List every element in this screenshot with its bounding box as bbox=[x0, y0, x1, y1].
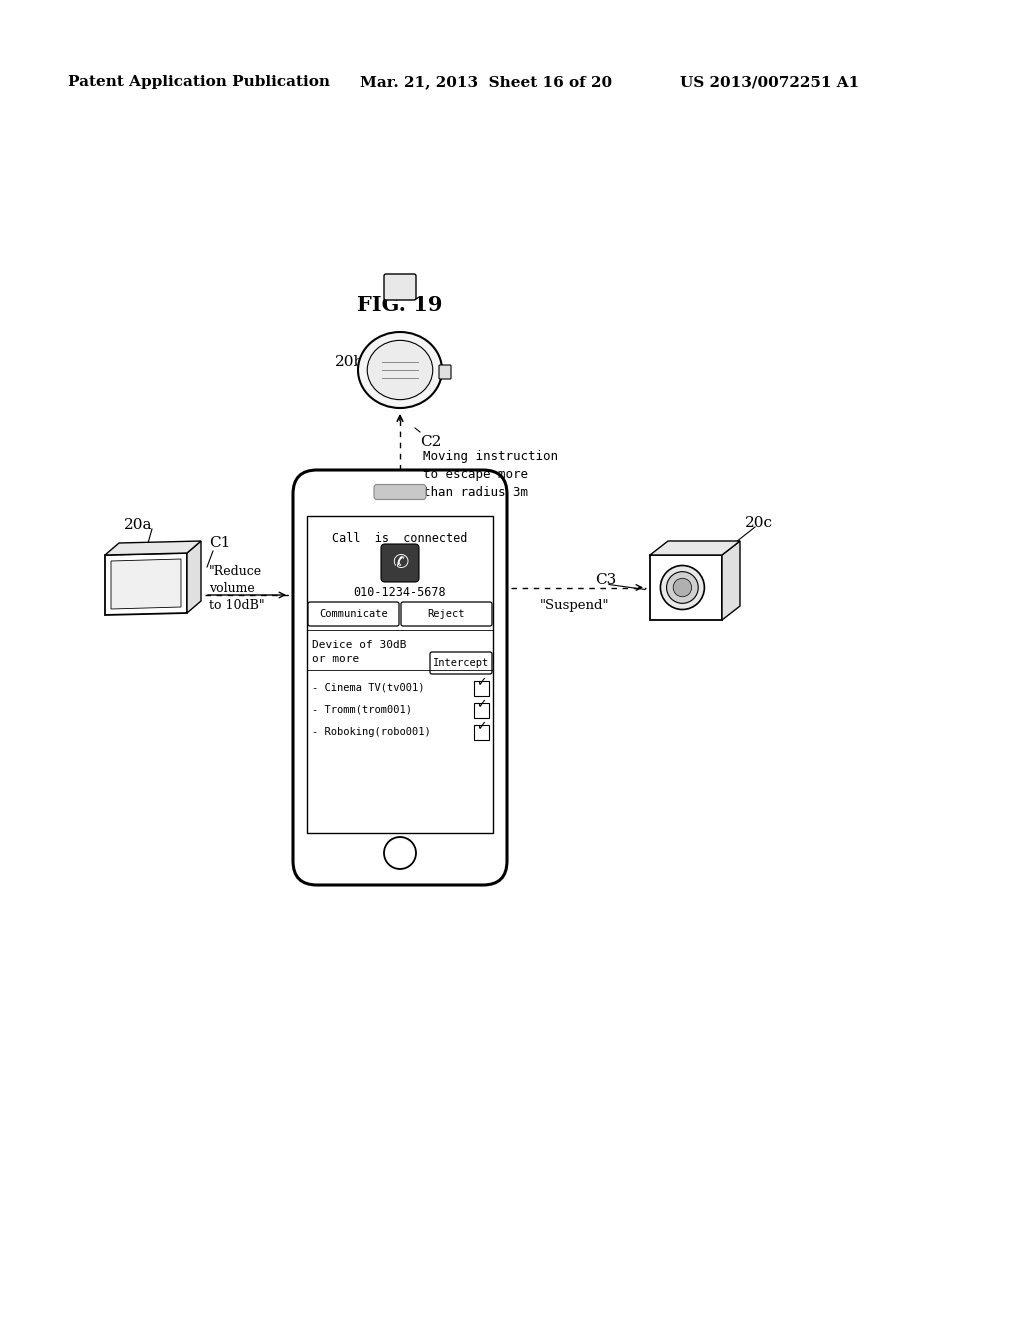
Text: Reject: Reject bbox=[428, 609, 465, 619]
Text: Patent Application Publication: Patent Application Publication bbox=[68, 75, 330, 88]
Text: US 2013/0072251 A1: US 2013/0072251 A1 bbox=[680, 75, 859, 88]
Text: 20c: 20c bbox=[745, 516, 773, 531]
Polygon shape bbox=[722, 541, 740, 620]
Text: ✆: ✆ bbox=[392, 553, 409, 573]
Polygon shape bbox=[111, 558, 181, 609]
Text: Communicate: Communicate bbox=[319, 609, 388, 619]
Bar bbox=[474, 702, 489, 718]
Text: 20a: 20a bbox=[124, 517, 153, 532]
Bar bbox=[307, 516, 493, 833]
Text: C2: C2 bbox=[420, 436, 441, 449]
Ellipse shape bbox=[358, 333, 442, 408]
Text: or more: or more bbox=[312, 653, 359, 664]
Circle shape bbox=[667, 572, 698, 603]
Polygon shape bbox=[187, 541, 201, 612]
Circle shape bbox=[673, 578, 691, 597]
Text: - Tromm(trom001): - Tromm(trom001) bbox=[312, 705, 412, 715]
Text: ✓: ✓ bbox=[476, 676, 486, 689]
Text: 010-1234-5678: 010-1234-5678 bbox=[353, 586, 446, 599]
Bar bbox=[474, 725, 489, 739]
Bar bbox=[474, 681, 489, 696]
Polygon shape bbox=[650, 541, 740, 554]
FancyBboxPatch shape bbox=[308, 602, 399, 626]
Text: Moving instruction
to escape more
than radius 3m: Moving instruction to escape more than r… bbox=[423, 450, 558, 499]
FancyBboxPatch shape bbox=[401, 602, 492, 626]
Text: C1: C1 bbox=[209, 536, 230, 550]
FancyBboxPatch shape bbox=[430, 652, 492, 675]
Circle shape bbox=[660, 565, 705, 610]
Text: Call  is  connected: Call is connected bbox=[333, 532, 468, 545]
FancyBboxPatch shape bbox=[384, 275, 416, 300]
Text: Mar. 21, 2013  Sheet 16 of 20: Mar. 21, 2013 Sheet 16 of 20 bbox=[360, 75, 612, 88]
Text: Device of 30dB: Device of 30dB bbox=[312, 640, 407, 649]
FancyBboxPatch shape bbox=[381, 544, 419, 582]
Text: C3: C3 bbox=[595, 573, 616, 586]
FancyBboxPatch shape bbox=[374, 484, 426, 499]
FancyBboxPatch shape bbox=[439, 366, 451, 379]
Text: - Roboking(robo001): - Roboking(robo001) bbox=[312, 727, 431, 737]
Text: 20b: 20b bbox=[335, 355, 365, 370]
Text: Intercept: Intercept bbox=[433, 657, 489, 668]
FancyBboxPatch shape bbox=[293, 470, 507, 884]
Text: "Reduce
volume
to 10dB": "Reduce volume to 10dB" bbox=[209, 565, 264, 612]
Text: FIG. 19: FIG. 19 bbox=[357, 294, 442, 315]
Polygon shape bbox=[650, 554, 722, 620]
Text: ✓: ✓ bbox=[476, 698, 486, 711]
Text: - Cinema TV(tv001): - Cinema TV(tv001) bbox=[312, 682, 425, 693]
Polygon shape bbox=[105, 553, 187, 615]
Text: "Suspend": "Suspend" bbox=[540, 599, 609, 612]
Ellipse shape bbox=[368, 341, 433, 400]
Polygon shape bbox=[105, 541, 201, 554]
Text: ✓: ✓ bbox=[476, 719, 486, 733]
